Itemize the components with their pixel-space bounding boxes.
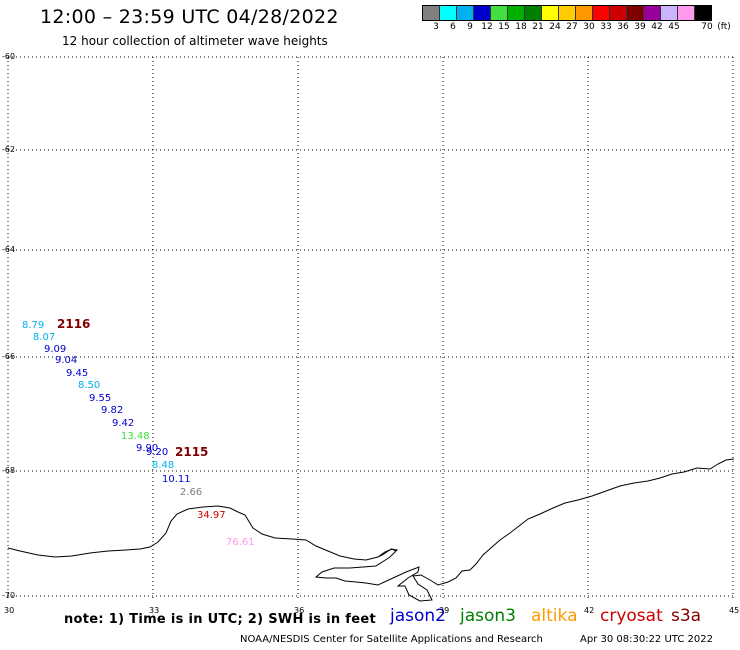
colorbar-tick-label: 45 <box>668 22 680 32</box>
track-label: 2116 <box>57 317 90 331</box>
colorbar-swatch <box>593 6 610 20</box>
legend-item-altika: altika <box>531 606 578 626</box>
wave-height-observation: 9.55 <box>89 393 111 404</box>
latitude-label: -64 <box>2 245 16 254</box>
colorbar-tick-label: 36 <box>617 22 629 32</box>
colorbar-tick-label: 9 <box>467 22 473 32</box>
wave-height-observation: 8.48 <box>152 460 174 471</box>
colorbar-swatch <box>559 6 576 20</box>
wave-height-observation: 34.97 <box>197 510 226 521</box>
legend-item-cryosat: cryosat <box>600 606 663 626</box>
colorbar-swatch <box>627 6 644 20</box>
legend-item-jason2: jason2 <box>390 606 446 626</box>
footer-note: note: 1) Time is in UTC; 2) SWH is in fe… <box>64 612 376 627</box>
colorbar-tick-label: 30 <box>583 22 595 32</box>
longitude-label: 30 <box>4 606 15 615</box>
wave-height-observation: 13.48 <box>121 431 150 442</box>
generation-timestamp: Apr 30 08:30:22 UTC 2022 <box>580 634 713 645</box>
latitude-label: -66 <box>2 352 16 361</box>
wave-height-observation: 9.82 <box>101 405 123 416</box>
latitude-label: -68 <box>2 466 16 475</box>
longitude-label: 39 <box>439 606 450 615</box>
map-title: 12:00 – 23:59 UTC 04/28/2022 <box>40 6 339 28</box>
colorbar-swatch <box>491 6 508 20</box>
colorbar-tick-label: 12 <box>481 22 493 32</box>
track-label: 2115 <box>175 445 208 459</box>
colorbar-swatch <box>610 6 627 20</box>
colorbar-tick-label: 6 <box>450 22 456 32</box>
colorbar-swatch <box>661 6 678 20</box>
wave-height-observation: 9.09 <box>44 344 66 355</box>
latitude-label: -62 <box>2 145 16 154</box>
colorbar-swatch <box>440 6 457 20</box>
colorbar <box>422 5 712 21</box>
longitude-label: 42 <box>584 606 595 615</box>
wave-height-observation: 8.50 <box>78 380 100 391</box>
wave-height-observation: 8.79 <box>22 320 44 331</box>
colorbar-tick-label: (ft) <box>717 22 731 32</box>
colorbar-tick-label: 21 <box>532 22 544 32</box>
wave-height-observation: 9.20 <box>146 447 168 458</box>
colorbar-tick-label: 18 <box>515 22 527 32</box>
colorbar-tick-label: 15 <box>498 22 510 32</box>
colorbar-tick-label: 27 <box>566 22 578 32</box>
legend-item-jason3: jason3 <box>460 606 516 626</box>
longitude-label: 45 <box>729 606 740 615</box>
wave-height-observation: 9.90 <box>136 443 158 454</box>
wave-height-observation: 10.11 <box>162 474 191 485</box>
colorbar-swatch <box>542 6 559 20</box>
colorbar-tick-label: 24 <box>549 22 561 32</box>
colorbar-swatch <box>525 6 542 20</box>
colorbar-swatch <box>576 6 593 20</box>
wave-height-observation: 9.45 <box>66 368 88 379</box>
credit-line: NOAA/NESDIS Center for Satellite Applica… <box>240 634 543 645</box>
colorbar-tick-label: 33 <box>600 22 612 32</box>
wave-height-observation: 9.42 <box>112 418 134 429</box>
colorbar-swatch <box>508 6 525 20</box>
wave-height-observation: 76.61 <box>226 537 255 548</box>
graticule <box>7 56 735 600</box>
colorbar-tick-label: 39 <box>634 22 646 32</box>
colorbar-swatch <box>423 6 440 20</box>
colorbar-swatch <box>678 6 695 20</box>
colorbar-swatch <box>644 6 661 20</box>
colorbar-swatch <box>457 6 474 20</box>
colorbar-tick-label: 3 <box>433 22 439 32</box>
latitude-label: -60 <box>2 52 16 61</box>
colorbar-swatch <box>695 6 711 20</box>
coast-outline-island <box>377 548 397 558</box>
wave-height-observation: 8.07 <box>33 332 55 343</box>
longitude-label: 36 <box>294 606 305 615</box>
legend-item-s3a: s3a <box>671 606 702 626</box>
colorbar-tick-label: 42 <box>651 22 663 32</box>
wave-height-observation: 9.04 <box>55 355 77 366</box>
longitude-label: 33 <box>149 606 160 615</box>
latitude-label: -70 <box>2 591 16 600</box>
colorbar-labels: 3 6 9 12 15 18 21 24 27 30 33 36 39 42 45 70 (ft) <box>422 22 740 34</box>
map-subtitle: 12 hour collection of altimeter wave hei… <box>62 34 328 48</box>
colorbar-tick-label: 70 <box>701 22 713 32</box>
antarctic-coastline <box>7 458 735 602</box>
colorbar-swatch <box>474 6 491 20</box>
wave-height-observation: 2.66 <box>180 487 202 498</box>
